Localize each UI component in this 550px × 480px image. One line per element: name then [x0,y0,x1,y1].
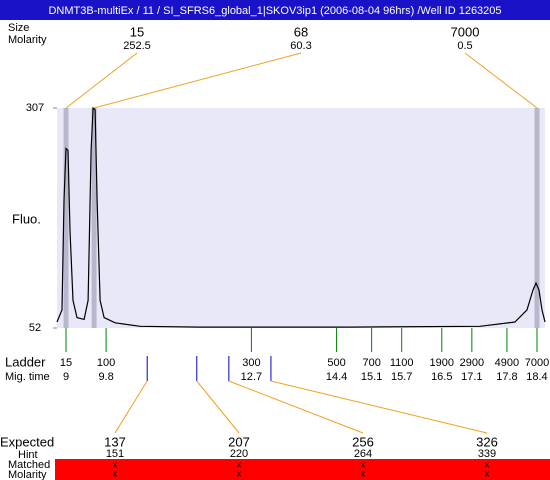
ladder-time: 9.8 [98,371,113,383]
plot-area [57,108,545,328]
matched-mark: x [237,459,242,469]
ladder-size: 100 [97,357,115,369]
peak-size: 7000 [451,24,480,39]
hint-size: 151 [106,448,124,460]
found-link [196,380,240,434]
peak-molarity: 60.3 [290,40,311,52]
molarity-label: Molarity [8,34,47,46]
ladder-time: 18.4 [526,371,547,383]
peak-link [93,52,302,109]
matched-bar [55,459,550,480]
molarity-mark: x [113,468,118,478]
ladder-time: 14.4 [326,371,347,383]
molarity-mark: x [237,468,242,478]
hint-size: 339 [478,448,496,460]
hint-label: Hint [18,449,38,461]
matched-mark: x [113,459,118,469]
trace [56,106,546,328]
peak-band [534,108,540,328]
peak-size: 15 [130,24,144,39]
found-link [228,380,364,434]
ladder-size: 7000 [525,357,549,369]
peak-link [65,52,138,109]
ladder-size: 15 [60,357,72,369]
expected-label: Expected [0,434,54,449]
y-tick-label: 307 [26,102,44,114]
title-bar [0,0,550,20]
title: DNMT3B-multiEx / 11 / SI_SFRS6_global_1|… [48,5,501,17]
expected-size: 207 [228,434,250,449]
matched-mark: x [361,459,366,469]
matched-mark: x [485,459,490,469]
ladder-size: 1100 [390,357,414,369]
ladder-size: 1900 [430,357,454,369]
ladder-size: 500 [327,357,345,369]
peak-band [91,108,97,328]
ladder-time: 15.7 [391,371,412,383]
found-link [114,380,148,434]
molarity-mark: x [485,468,490,478]
molarity-mark: x [361,468,366,478]
ladder-size: 300 [242,357,260,369]
ladder-label: Ladder [5,354,46,369]
size-label: Size [8,22,29,34]
peak-molarity: 0.5 [457,40,472,52]
ladder-time: 17.1 [461,371,482,383]
ladder-size: 4900 [495,357,519,369]
expected-size: 326 [476,434,498,449]
peak-link [464,52,538,109]
ladder-time: 17.8 [496,371,517,383]
ladder-size: 2900 [460,357,484,369]
y-label: Fluo. [12,211,41,226]
matched-label: Matched [8,459,50,471]
hint-size: 264 [354,448,372,460]
peak-band [63,108,69,328]
hint-size: 220 [230,448,248,460]
found-link [270,380,488,434]
ladder-time: 9 [63,371,69,383]
found-molarity-label: Molarity [8,469,47,480]
expected-size: 256 [352,434,374,449]
mig-time-label: Mig. time [5,371,50,383]
peak-molarity: 252.5 [123,40,151,52]
expected-size: 137 [104,434,126,449]
y-tick-label: 52 [29,322,41,334]
ladder-size: 700 [362,357,380,369]
ladder-time: 12.7 [241,371,262,383]
ladder-time: 16.5 [431,371,452,383]
peak-size: 68 [294,24,308,39]
ladder-time: 15.1 [361,371,382,383]
